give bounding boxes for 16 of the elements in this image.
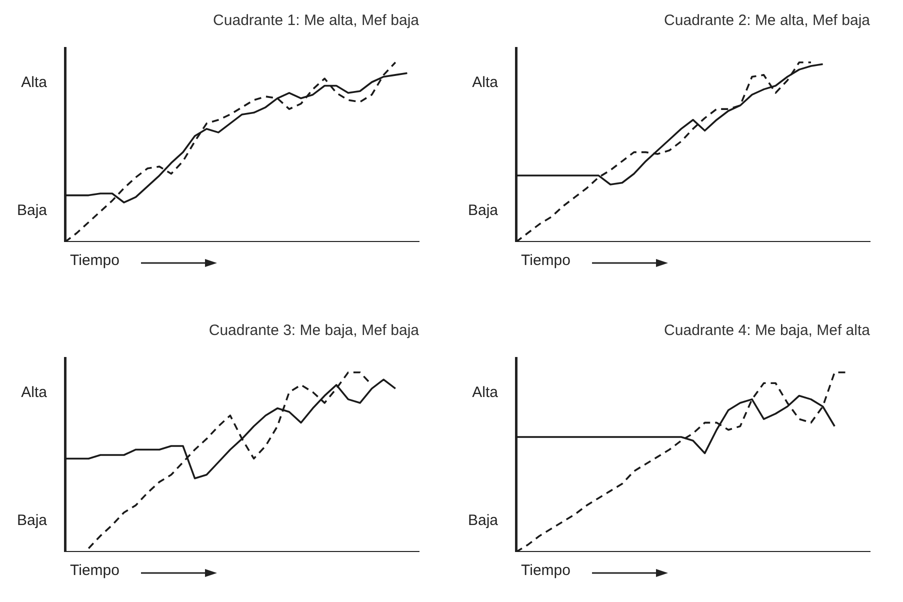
x-axis-title: Tiempo [70,252,120,269]
text: Baja [16,512,48,530]
text: Alta [21,74,48,92]
text: Baja [16,202,48,220]
chart-title: Cuadrante 4: Me baja, Mef alta [664,322,871,340]
chart-title: Cuadrante 3: Me baja, Mef baja [208,322,420,340]
text: Baja [468,202,499,220]
text: Alta [472,74,499,92]
x-axis-title: Tiempo [70,562,120,579]
chart-title: Cuadrante 2: Me alta, Mef baja [664,12,871,30]
x-axis-title: Tiempo [521,562,570,579]
chart-title: Cuadrante 1: Me alta, Mef baja [213,12,420,30]
text: Alta [21,384,48,402]
text: Baja [468,512,499,530]
x-axis-title: Tiempo [521,252,570,269]
text: Alta [472,384,499,402]
